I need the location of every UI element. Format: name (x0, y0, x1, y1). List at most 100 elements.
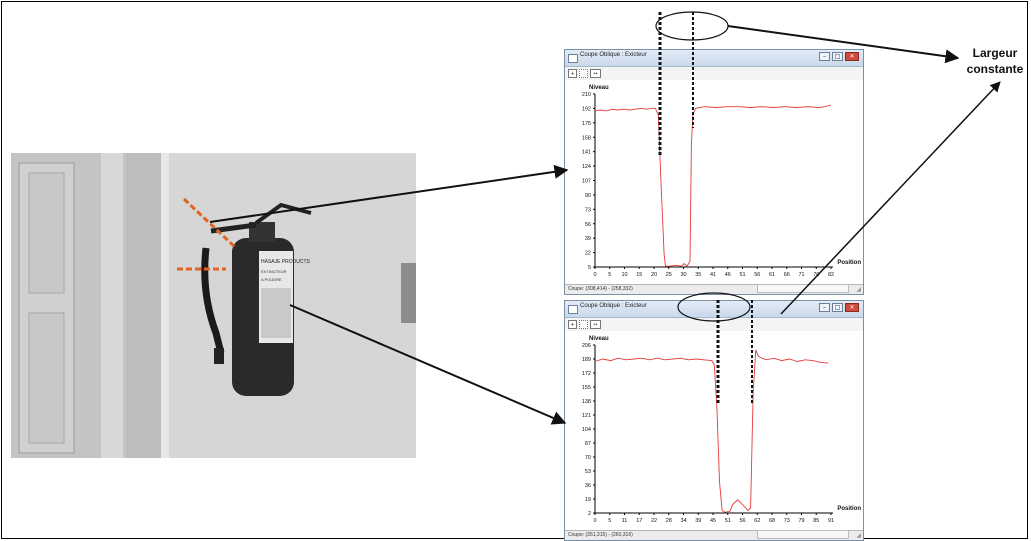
y-tick-label: 172 (582, 371, 591, 377)
x-tick-label: 61 (769, 272, 775, 278)
cursor-tool-icon[interactable]: + (568, 69, 577, 78)
x-tick-label: 51 (739, 272, 745, 278)
x-tick-label: 35 (695, 272, 701, 278)
window-title: Coupe Oblique : Exicteur (580, 52, 647, 58)
y-axis-label: Niveau (589, 85, 609, 91)
window-app-icon (568, 305, 578, 314)
y-tick-label: 155 (582, 385, 591, 391)
y-tick-label: 175 (582, 121, 591, 127)
cut-window-top[interactable]: Coupe Oblique : Exicteur – □ ✕ + ↔ Nivea… (564, 49, 864, 295)
label-line-1: Largeur (972, 46, 1018, 60)
y-tick-label: 141 (582, 150, 591, 156)
x-tick-label: 17 (636, 518, 642, 524)
y-tick-label: 87 (585, 441, 591, 447)
minimize-button[interactable]: – (819, 303, 830, 312)
close-button[interactable]: ✕ (845, 303, 859, 312)
minimize-button[interactable]: – (819, 52, 830, 61)
x-tick-label: 82 (828, 272, 834, 278)
x-tick-label: 62 (754, 518, 760, 524)
x-tick-label: 45 (710, 518, 716, 524)
x-tick-label: 39 (695, 518, 701, 524)
window-toolbar: + ↔ (565, 67, 863, 80)
x-axis-label: Position (837, 506, 861, 512)
label-line-3: A POUDRE (261, 277, 282, 282)
x-tick-label: 51 (725, 518, 731, 524)
x-tick-label: 5 (608, 272, 611, 278)
x-tick-label: 15 (636, 272, 642, 278)
cut-window-bottom[interactable]: Coupe Oblique : Exicteur – □ ✕ + ↔ Nivea… (564, 300, 864, 541)
x-tick-label: 85 (813, 518, 819, 524)
x-tick-label: 20 (651, 272, 657, 278)
x-tick-label: 22 (651, 518, 657, 524)
constant-width-label: Largeur constante (960, 45, 1030, 77)
label-line-1: HASAJE PRODUCTS (261, 259, 311, 265)
series-line (594, 349, 829, 513)
y-tick-label: 210 (582, 92, 591, 98)
y-tick-label: 5 (588, 265, 591, 271)
y-tick-label: 73 (585, 207, 591, 213)
x-tick-label: 10 (621, 272, 627, 278)
y-tick-label: 189 (582, 357, 591, 363)
chart-area: Niveau 206 189 172 155 138 121 104 87 70 53 36 19 2 0 5… (565, 331, 863, 530)
y-tick-label: 90 (585, 193, 591, 199)
zoom-tool-icon[interactable]: ↔ (590, 69, 601, 78)
y-tick-label: 36 (585, 483, 591, 489)
y-tick-label: 70 (585, 455, 591, 461)
zoom-tool-icon[interactable]: ↔ (590, 320, 601, 329)
series-line (594, 104, 832, 267)
y-tick-label: 22 (585, 251, 591, 257)
y-tick-label: 138 (582, 399, 591, 405)
x-tick-label: 91 (828, 518, 834, 524)
chart-area: Niveau 210 192 175 158 141 124 107 90 73 56 39 22 5 0 5… (565, 80, 863, 284)
status-text: Coupe: (308,414) - (258,332) (568, 286, 633, 292)
cut-mark-diagonal (182, 197, 238, 250)
close-button[interactable]: ✕ (845, 52, 859, 61)
status-panel (757, 530, 849, 539)
label-line-2: constante (966, 62, 1024, 76)
x-tick-label: 68 (769, 518, 775, 524)
status-bar: Coupe: (308,414) - (258,332) ◢ (565, 284, 863, 294)
x-tick-label: 28 (666, 518, 672, 524)
x-tick-label: 11 (622, 518, 628, 524)
x-tick-label: 66 (784, 272, 790, 278)
window-title: Coupe Oblique : Exicteur (580, 303, 647, 309)
x-tick-label: 5 (608, 518, 611, 524)
x-tick-label: 71 (798, 272, 804, 278)
x-tick-label: 41 (710, 272, 716, 278)
x-axis-label: Position (837, 260, 861, 266)
window-app-icon (568, 54, 578, 63)
select-tool-icon[interactable] (579, 69, 588, 78)
y-tick-label: 206 (582, 343, 591, 349)
resize-grip-icon[interactable]: ◢ (856, 286, 861, 293)
window-titlebar[interactable]: Coupe Oblique : Exicteur – □ ✕ (565, 50, 863, 67)
maximize-button[interactable]: □ (832, 52, 843, 61)
y-tick-label: 124 (582, 164, 591, 170)
y-tick-label: 53 (585, 469, 591, 475)
cursor-tool-icon[interactable]: + (568, 320, 577, 329)
x-tick-label: 34 (680, 518, 686, 524)
y-tick-label: 104 (582, 427, 591, 433)
x-tick-label: 25 (666, 272, 672, 278)
y-tick-label: 121 (582, 413, 591, 419)
select-tool-icon[interactable] (579, 320, 588, 329)
resize-grip-icon[interactable]: ◢ (856, 532, 861, 539)
status-text: Coupe: (351,315) - (260,316) (568, 532, 633, 538)
x-tick-label: 73 (784, 518, 790, 524)
x-tick-label: 56 (754, 272, 760, 278)
status-bar: Coupe: (351,315) - (260,316) ◢ (565, 530, 863, 540)
label-line-2: EXTINCTEUR (261, 269, 287, 274)
x-tick-label: 79 (798, 518, 804, 524)
y-tick-label: 192 (582, 106, 591, 112)
y-tick-label: 19 (585, 497, 591, 503)
x-tick-label: 56 (739, 518, 745, 524)
y-tick-label: 39 (585, 236, 591, 242)
extinguisher-photo: HASAJE PRODUCTS EXTINCTEUR A POUDRE (11, 153, 416, 458)
x-tick-label: 0 (593, 272, 596, 278)
x-tick-label: 46 (725, 272, 731, 278)
x-tick-label: 76 (813, 272, 819, 278)
y-tick-label: 56 (585, 222, 591, 228)
maximize-button[interactable]: □ (832, 303, 843, 312)
window-titlebar[interactable]: Coupe Oblique : Exicteur – □ ✕ (565, 301, 863, 318)
